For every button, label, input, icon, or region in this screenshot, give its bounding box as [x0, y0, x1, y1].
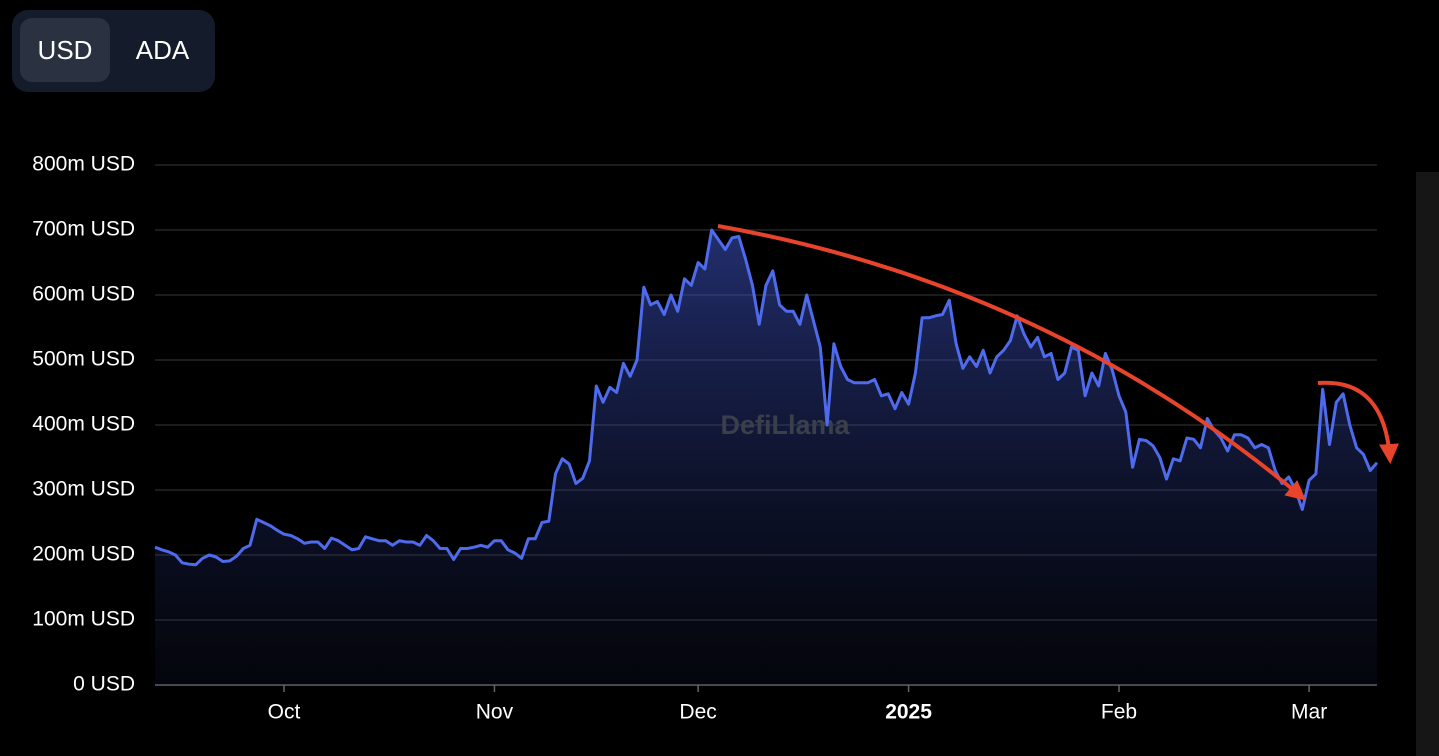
y-tick-label: 200m USD — [32, 543, 135, 566]
x-tick-label: 2025 — [885, 701, 932, 724]
x-tick-label: Oct — [268, 701, 301, 724]
y-tick-label: 400m USD — [32, 413, 135, 436]
scrollbar — [1416, 172, 1439, 756]
toggle-option[interactable]: USD — [20, 18, 110, 82]
toggle-option[interactable]: ADA — [135, 35, 190, 65]
y-tick-label: 700m USD — [32, 218, 135, 241]
x-tick-label: Mar — [1291, 701, 1327, 724]
area-fill — [155, 230, 1377, 685]
currency-toggle: USD ADA — [12, 10, 215, 92]
x-tick-label: Dec — [679, 701, 716, 724]
y-tick-label: 800m USD — [32, 153, 135, 176]
x-tick-label: Nov — [476, 701, 514, 724]
y-tick-label: 500m USD — [32, 348, 135, 371]
line — [154, 228, 1379, 567]
trend-arrow — [717, 224, 1307, 501]
y-tick-label: 300m USD — [32, 478, 135, 501]
y-tick-label: 100m USD — [32, 608, 135, 631]
x-tick-label: Feb — [1101, 701, 1137, 724]
watermark: DefiLlama — [720, 410, 850, 440]
trend-arrow — [1317, 380, 1400, 464]
y-tick-label: 0 USD — [73, 673, 135, 696]
y-tick-label: 600m USD — [32, 283, 135, 306]
